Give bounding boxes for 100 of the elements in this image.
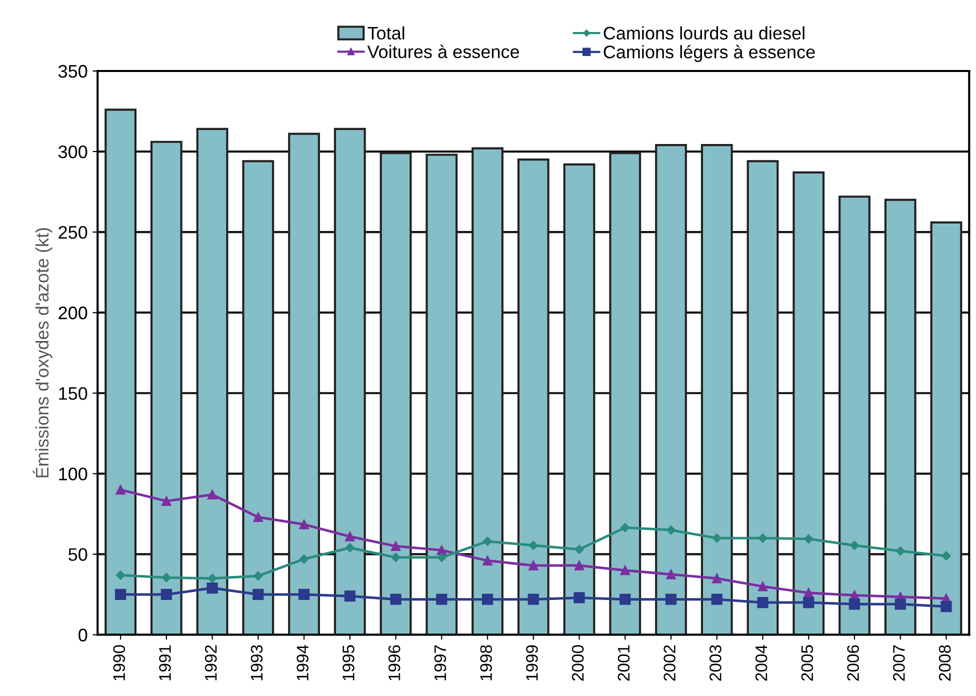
point [666,525,676,535]
point [942,551,951,560]
point [391,552,400,562]
bar [838,196,870,635]
legend-label: Camions lourds au diesel [604,26,804,40]
point [620,523,630,532]
point [298,588,310,600]
point [574,544,584,554]
point [162,496,172,506]
point [757,596,768,608]
point [345,543,355,552]
point [482,594,494,605]
y-tick-label: 200 [58,306,88,320]
y-axis-title: Émissions d'oxydes d'azote (kt) [32,228,52,478]
point [620,594,631,605]
point [850,540,860,550]
x-tick-label: 2008 [938,645,951,681]
x-tick-label: 1995 [342,645,354,680]
y-tick-label: 0 [78,628,88,642]
x-tick-label: 2007 [893,645,905,681]
x-tick-label: 1997 [434,645,446,680]
bar [792,171,825,635]
point [299,554,309,564]
x-tick-label: 2000 [572,645,584,681]
point [712,533,722,543]
x-tick-label: 1994 [296,644,308,680]
bar [334,128,366,635]
x-tick-label: 2002 [664,645,676,681]
point [665,594,677,605]
point [252,588,264,600]
point [803,596,814,608]
point [574,560,584,570]
bar [288,132,320,635]
bar [104,108,136,635]
point [758,582,768,592]
point [344,590,356,602]
bar [930,221,962,635]
x-tick-label: 1991 [159,645,171,680]
point [437,552,446,562]
point [528,540,538,550]
point [482,536,492,546]
point [711,594,722,605]
legend-label: Total [368,26,404,40]
point [758,533,768,543]
y-tick-label: 300 [58,145,88,158]
bar [150,140,182,635]
point [299,520,309,530]
bar [609,152,642,635]
point [528,594,539,605]
x-tick-label: 1999 [526,645,538,680]
x-tick-label: 1992 [204,645,217,680]
bar [700,144,733,635]
point [254,571,263,581]
point [940,601,952,612]
point [253,512,264,522]
bar [472,147,504,635]
point [620,565,630,576]
point [482,556,492,566]
x-tick-label: 2003 [710,645,722,681]
legend-label: Camions légers à essence [604,44,815,62]
point [116,570,126,580]
x-tick-label: 1990 [113,645,126,680]
x-tick-label: 2004 [755,644,768,681]
x-tick-label: 1993 [250,645,263,680]
x-tick-label: 2001 [618,645,630,681]
bar [196,128,228,635]
point [896,546,905,556]
point [848,598,860,610]
x-tick-label: 1998 [480,645,492,680]
y-tick-label: 100 [59,468,88,480]
point [712,574,722,584]
y-tick-label: 150 [59,387,88,400]
point [162,572,172,582]
point [528,560,538,570]
point [436,594,448,605]
point [116,484,126,495]
bar [563,163,596,635]
point [114,588,126,600]
y-tick-label: 350 [58,64,88,78]
point [390,594,402,605]
point [207,490,218,500]
point [345,532,355,542]
x-tick-label: 2005 [801,645,814,681]
legend-label: Voitures à essence [367,44,519,58]
bar [380,152,412,635]
point [894,598,906,610]
point [574,592,585,604]
bar [655,144,687,635]
point [160,588,172,600]
point [666,569,676,580]
point [390,541,401,552]
point [206,582,218,594]
x-tick-label: 1996 [388,645,400,680]
bar [884,198,916,635]
point [208,574,217,583]
y-tick-label: 250 [58,226,88,239]
bar [517,158,550,635]
bar [242,160,274,635]
x-tick-label: 2006 [847,645,859,681]
bar [746,160,779,635]
